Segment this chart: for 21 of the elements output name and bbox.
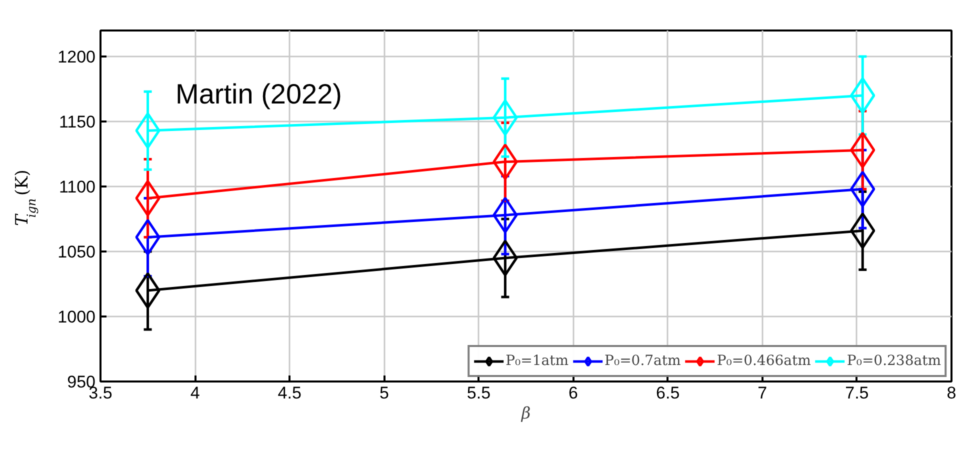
y-tick-label: 1150 — [58, 112, 96, 132]
y-tick-label: 1050 — [58, 242, 96, 262]
x-tick-label: 6.5 — [656, 384, 680, 402]
legend-label: P₀=0.238atm — [846, 353, 941, 369]
x-tick-label: 6 — [568, 384, 578, 402]
y-tick-label: 1000 — [58, 308, 96, 326]
legend-label: P₀=0.466atm — [716, 353, 811, 369]
legend-label: P₀=0.7atm — [604, 353, 681, 369]
y-tick-label: 1200 — [58, 48, 96, 66]
x-tick-label: 5.5 — [466, 384, 491, 402]
x-tick-label: 7.5 — [845, 384, 869, 402]
x-tick-label: 4 — [190, 384, 200, 402]
x-tick-label: 8 — [946, 384, 956, 402]
x-axis-title: β — [520, 404, 531, 422]
annotation: Martin (2022) — [176, 78, 342, 110]
legend-label: P₀=1atm — [506, 353, 569, 369]
x-tick-label: 7 — [758, 384, 768, 402]
y-axis-title: Tign (K) — [12, 170, 38, 226]
x-tick-label: 5 — [379, 384, 389, 402]
y-tick-label: 1100 — [58, 178, 96, 196]
x-tick-label: 4.5 — [278, 384, 302, 402]
